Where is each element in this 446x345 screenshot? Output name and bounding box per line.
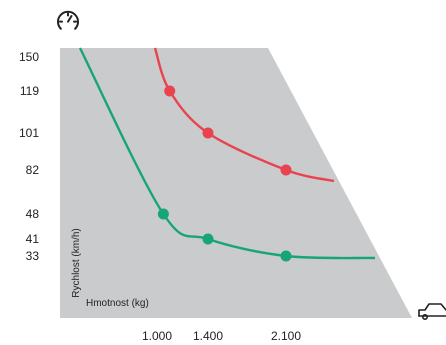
chart-area-background [60,48,412,318]
series-line [78,47,376,260]
x-axis-ticks: 1.000 1.400 2.100 [142,329,301,343]
x-axis-label: Hmotnost (kg) [86,298,149,309]
y-tick-label: 119 [20,84,39,98]
x-tick-label: 2.100 [271,329,301,343]
x-tick-label: 1.400 [193,329,223,343]
data-point [280,164,292,176]
y-tick-label: 48 [26,207,40,221]
y-tick-label: 82 [26,163,40,177]
data-point [280,250,292,262]
y-tick-label: 150 [19,50,39,64]
y-tick-label: 101 [19,126,39,140]
data-point [157,208,169,220]
data-point [202,233,214,245]
series-layer [78,47,376,262]
y-axis-ticks: 150 119 101 82 48 41 33 [19,50,39,263]
x-tick-label: 1.000 [142,329,172,343]
y-tick-label: 41 [26,232,40,246]
speedometer-icon [57,10,79,30]
y-axis-label: Rychlost (km/h) [71,228,82,297]
car-icon [418,303,446,320]
data-point [202,127,214,139]
y-tick-label: 33 [26,249,40,263]
data-point [164,85,176,97]
